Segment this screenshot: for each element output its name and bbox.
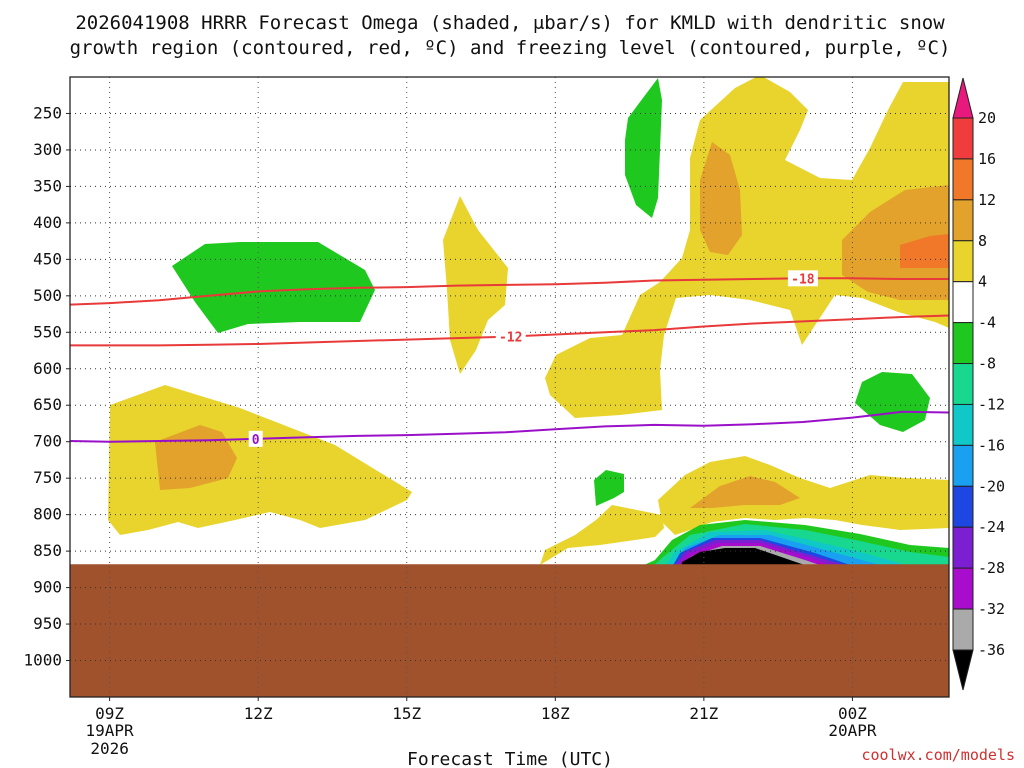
chart-title-line-1: 2026041908 HRRR Forecast Omega (shaded, … — [75, 12, 945, 34]
contour-line — [69, 410, 950, 443]
chart-title-line-2: growth region (contoured, red, ºC) and f… — [70, 37, 951, 59]
colorbar-top-arrow — [952, 77, 974, 119]
colorbar-label: -36 — [978, 641, 1005, 659]
x-tick-label: 00Z — [838, 704, 867, 723]
x-axis-label: Forecast Time (UTC) — [407, 749, 613, 768]
colorbar-bottom-arrow — [952, 649, 974, 691]
y-tick-label: 1000 — [23, 651, 62, 670]
colorbar-label: -32 — [978, 600, 1005, 618]
y-tick-label: 800 — [33, 505, 62, 524]
x-tick-label: 15Z — [392, 704, 421, 723]
contour-label-bg — [248, 430, 263, 447]
colorbar-swatch — [952, 363, 974, 405]
y-tick-label: 750 — [33, 468, 62, 487]
colorbar-swatch — [952, 485, 974, 528]
colorbar-swatch — [952, 158, 974, 201]
colorbar-swatch — [952, 117, 974, 160]
colorbar-label: 20 — [978, 109, 996, 127]
x-tick-date: 20APR — [828, 721, 877, 740]
colorbar-swatch — [952, 567, 974, 610]
temperature-contours: -18 -12 0 — [69, 270, 950, 448]
y-tick-label: 850 — [33, 541, 62, 560]
y-tick-label: 900 — [33, 578, 62, 597]
y-tick-label: 400 — [33, 213, 62, 232]
colorbar-label: -20 — [978, 477, 1005, 495]
colorbar-swatch — [952, 608, 974, 651]
colorbar-label: 8 — [978, 232, 987, 250]
y-tick-label: 650 — [33, 395, 62, 414]
omega-upward-8-to-12 — [155, 142, 949, 508]
x-tick-date: 19APR — [86, 721, 135, 740]
colorbar-swatch — [952, 526, 974, 569]
colorbar-swatch — [952, 199, 974, 242]
colorbar-label: -16 — [978, 436, 1005, 454]
colorbar-label: 12 — [978, 191, 996, 209]
colorbar-label: -4 — [978, 314, 996, 332]
colorbar-label: 16 — [978, 150, 996, 168]
plot-frame — [69, 76, 950, 698]
x-tick-label: 18Z — [541, 704, 570, 723]
contour-label: -12 — [499, 330, 522, 345]
colorbar-swatch — [952, 240, 974, 283]
y-tick-label: 500 — [33, 286, 62, 305]
contour-label-bg — [787, 270, 818, 287]
y-tick-label: 550 — [33, 322, 62, 341]
y-axis-ticks: 250 300 350 400 450 500 550 600 650 700 750 800 850 9… — [23, 103, 70, 670]
contour-label: 0 — [252, 433, 260, 448]
y-tick-label: 950 — [33, 614, 62, 633]
colorbar-swatch — [952, 281, 974, 324]
terrain-below-ground — [70, 564, 949, 697]
x-tick-label: 12Z — [244, 704, 273, 723]
y-tick-label: 450 — [33, 249, 62, 268]
y-tick-label: 600 — [33, 359, 62, 378]
x-gridlines — [109, 77, 853, 697]
credit-link[interactable]: coolwx.com/models — [861, 746, 1015, 764]
x-tick-year: 2026 — [90, 739, 129, 758]
contour-label-bg — [495, 328, 526, 345]
y-tick-label: 350 — [33, 176, 62, 195]
colorbar-swatch — [952, 403, 974, 446]
colorbar-label: -28 — [978, 559, 1005, 577]
contour-label: -18 — [791, 272, 815, 287]
colorbar-swatch — [952, 444, 974, 487]
omega-upward-12-to-16 — [900, 234, 949, 268]
colorbar-label: -8 — [978, 355, 996, 373]
omega-colorbar: 20 16 12 8 4 -4 -8 -12 -16 -20 -24 -28 -32 -36 — [952, 77, 1005, 691]
colorbar-swatch — [952, 322, 974, 365]
colorbar-label: 4 — [978, 273, 987, 291]
y-tick-label: 700 — [33, 432, 62, 451]
y-tick-label: 250 — [33, 103, 62, 122]
y-tick-label: 300 — [33, 140, 62, 159]
x-tick-label: 21Z — [689, 704, 718, 723]
colorbar-label: -12 — [978, 395, 1005, 413]
x-tick-label: 09Z — [95, 704, 124, 723]
colorbar-label: -24 — [978, 518, 1005, 536]
